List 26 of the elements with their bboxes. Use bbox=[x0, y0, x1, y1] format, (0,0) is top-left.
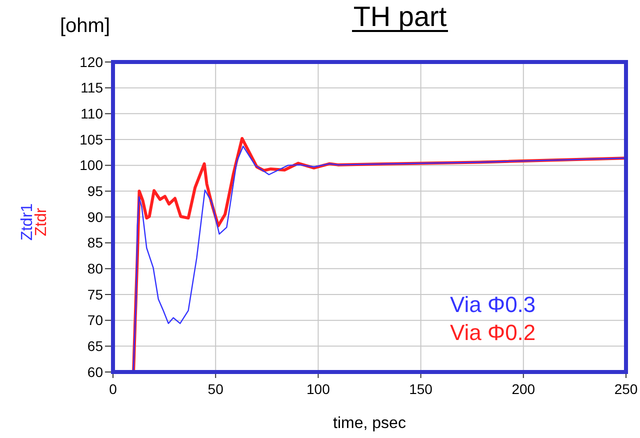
y-tick-label: 85 bbox=[87, 234, 104, 251]
x-axis-title: time, psec bbox=[333, 415, 406, 432]
x-tick-label: 0 bbox=[109, 381, 118, 397]
x-tick-label: 200 bbox=[512, 381, 536, 397]
text: Ztdr1 bbox=[19, 203, 36, 241]
y-tick-label: 75 bbox=[87, 286, 104, 302]
y-tick-label: 120 bbox=[80, 54, 104, 70]
y-tick-label: 60 bbox=[87, 364, 104, 380]
chart-title: TH part bbox=[353, 1, 447, 32]
y-tick-label: 115 bbox=[80, 80, 104, 96]
y-tick-label: 90 bbox=[87, 208, 104, 225]
y-tick-label: 105 bbox=[80, 131, 104, 148]
y-axis-title: [ohm] bbox=[60, 15, 110, 37]
x-tick-label: 100 bbox=[306, 381, 330, 397]
y-tick-label: 110 bbox=[80, 106, 104, 122]
x-tick-label: 50 bbox=[208, 381, 224, 397]
y-tick-label: 65 bbox=[87, 338, 104, 354]
y-tick-label: 100 bbox=[80, 157, 104, 174]
x-tick-label: 250 bbox=[614, 381, 638, 397]
y-tick-label: 70 bbox=[87, 312, 104, 328]
text: Via Φ0.2 bbox=[450, 320, 536, 345]
text: Via Φ0.3 bbox=[450, 292, 536, 317]
x-tick-label: 150 bbox=[409, 381, 433, 397]
text: Ztdr bbox=[33, 207, 50, 236]
y-tick-label: 80 bbox=[87, 260, 104, 277]
y-tick-label: 95 bbox=[87, 183, 104, 200]
